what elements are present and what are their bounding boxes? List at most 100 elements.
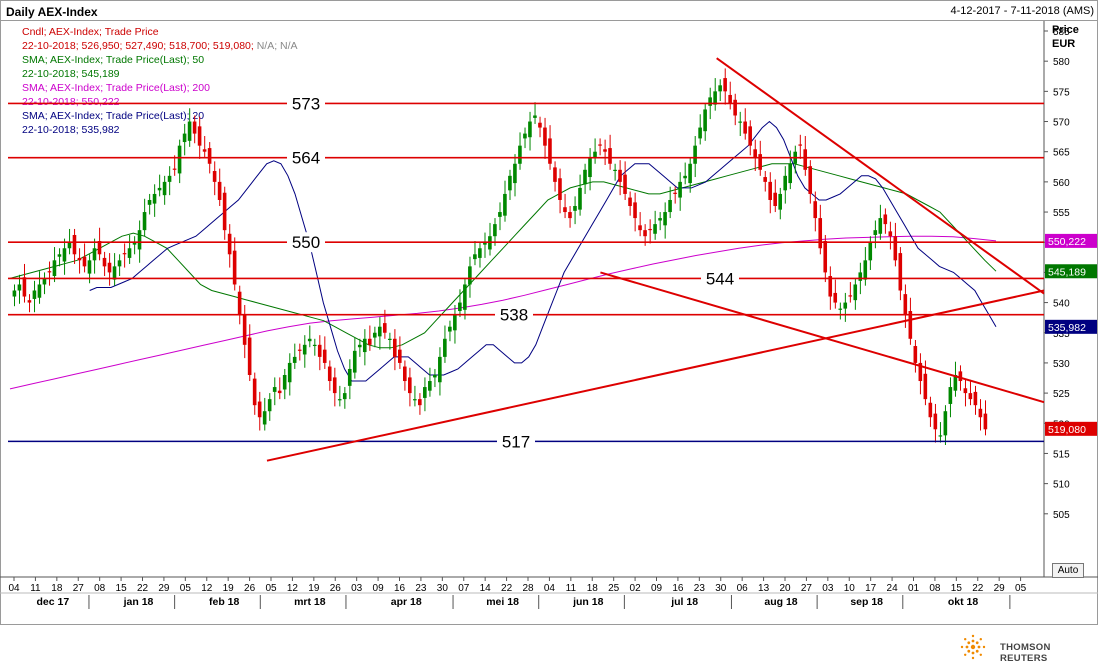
- candle-body: [87, 260, 92, 274]
- x-tick-label: 27: [73, 583, 85, 594]
- candle-body: [933, 413, 938, 430]
- y-tick-label: 525: [1053, 389, 1070, 400]
- candle-body: [778, 193, 782, 210]
- x-month-label: aug 18: [764, 596, 797, 608]
- level-label-bg: [495, 304, 533, 325]
- candle-body: [468, 266, 472, 285]
- x-tick-label: 14: [480, 583, 492, 594]
- candle-body: [838, 308, 843, 310]
- candle-body: [428, 381, 432, 391]
- candle-body: [858, 272, 863, 281]
- candle-body: [563, 207, 567, 213]
- candle-body: [242, 314, 247, 345]
- x-tick-label: 17: [865, 583, 877, 594]
- x-tick-label: 26: [330, 583, 342, 594]
- x-tick-label: 03: [822, 583, 834, 594]
- candle-body: [523, 133, 527, 139]
- candle-body: [703, 109, 707, 132]
- x-tick-label: 24: [887, 583, 899, 594]
- candle-body: [913, 346, 918, 363]
- last-value-tag: [1045, 264, 1097, 279]
- candle-body: [868, 242, 873, 261]
- candle-body: [458, 302, 462, 312]
- candle-body: [252, 378, 257, 406]
- candle-body: [357, 344, 362, 348]
- x-tick-label: 04: [544, 583, 556, 594]
- candle-body: [873, 230, 878, 235]
- level-label-bg: [287, 93, 325, 114]
- x-tick-label: 03: [351, 583, 363, 594]
- candle-body: [648, 228, 652, 231]
- candle-body: [42, 278, 47, 285]
- candle-body: [883, 214, 888, 225]
- x-tick-label: 19: [308, 583, 320, 594]
- y-tick-label: 540: [1053, 299, 1070, 310]
- x-tick-label: 09: [651, 583, 663, 594]
- legend-line: SMA; AEX-Index; Trade Price(Last); 20: [22, 110, 205, 122]
- x-tick-label: 05: [180, 583, 192, 594]
- candle-body: [267, 399, 272, 412]
- candle-body: [72, 234, 77, 255]
- y-tick-label: 510: [1053, 480, 1070, 491]
- x-month-label: feb 18: [209, 596, 240, 608]
- last-value-tag: [1045, 233, 1097, 248]
- candle-body: [618, 169, 622, 182]
- candle-body: [282, 374, 287, 390]
- candle-body: [568, 212, 572, 219]
- sma50-line: [9, 163, 997, 349]
- candle-body: [92, 248, 97, 261]
- candle-body: [533, 115, 537, 118]
- candle-body: [12, 290, 17, 297]
- x-tick-label: 20: [779, 583, 791, 594]
- candle-body: [107, 262, 112, 273]
- x-tick-label: 05: [1015, 583, 1027, 594]
- x-tick-label: 01: [908, 583, 920, 594]
- candle-body: [332, 377, 337, 394]
- candle-body: [102, 257, 107, 267]
- last-value-label: 550,222: [1048, 236, 1086, 248]
- candle-body: [322, 349, 327, 363]
- candle-body: [182, 133, 187, 143]
- candle-body: [658, 218, 662, 221]
- x-tick-label: 23: [415, 583, 427, 594]
- candle-body: [853, 284, 858, 301]
- candle-body: [528, 121, 532, 138]
- candle-body: [167, 175, 172, 182]
- y-tick-label: 565: [1053, 148, 1070, 159]
- x-tick-label: 26: [244, 583, 256, 594]
- x-tick-label: 09: [373, 583, 385, 594]
- candle-body: [52, 260, 57, 277]
- candle-body: [297, 349, 302, 351]
- level-label-517: 517: [502, 432, 530, 451]
- candle-body: [953, 374, 958, 391]
- candle-body: [137, 230, 142, 250]
- x-tick-label: 08: [929, 583, 941, 594]
- auto-scale-button[interactable]: Auto: [1052, 563, 1084, 578]
- candle-body: [397, 349, 402, 363]
- candle-body: [638, 225, 642, 231]
- candle-body: [448, 326, 452, 332]
- legend-line: Cndl; AEX-Index; Trade Price: [22, 26, 159, 38]
- price-chart[interactable]: 5055105155205255305355405455505555605655…: [0, 0, 1100, 625]
- candle-body: [162, 181, 167, 196]
- candle-body: [147, 199, 152, 205]
- candle-body: [132, 242, 137, 245]
- x-tick-label: 22: [137, 583, 149, 594]
- candle-body: [478, 248, 482, 258]
- level-label-550: 550: [292, 233, 320, 252]
- candle-body: [493, 224, 497, 237]
- candle-body: [317, 344, 322, 357]
- candle-body: [227, 233, 232, 255]
- candle-body: [362, 338, 367, 353]
- candle-body: [47, 271, 52, 273]
- candle-body: [828, 276, 833, 297]
- candle-body: [342, 393, 347, 400]
- x-month-label: apr 18: [391, 596, 422, 608]
- candle-body: [292, 356, 297, 363]
- x-tick-label: 08: [94, 583, 106, 594]
- candle-body: [608, 148, 612, 164]
- candle-body: [948, 387, 953, 404]
- sma20-line: [89, 120, 997, 382]
- y-tick-label: 575: [1053, 87, 1070, 98]
- x-tick-label: 29: [994, 583, 1006, 594]
